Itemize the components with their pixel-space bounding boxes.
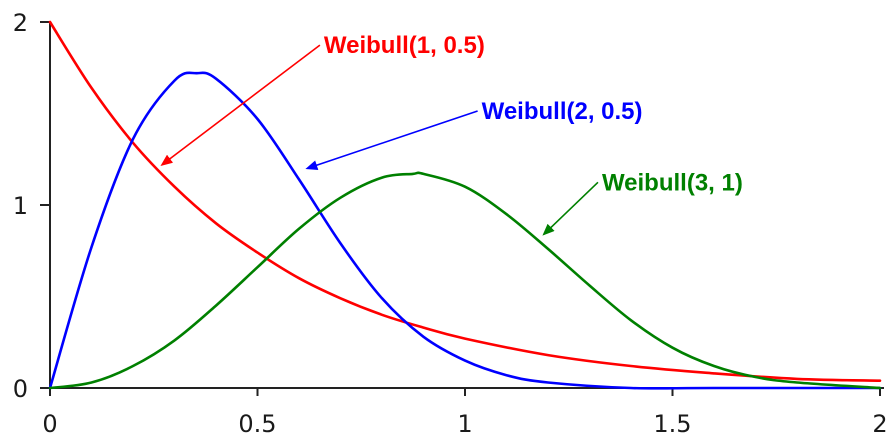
series-line-weibull-2-0.5	[48, 71, 882, 390]
series-line-weibull-1-0.5	[48, 20, 882, 382]
annotation-weibull-2-0.5-arrow	[305, 110, 478, 170]
x-tick-label: 1.5	[653, 410, 691, 438]
x-tick-label: 0.5	[238, 410, 276, 438]
x-tick-label: 0	[42, 410, 57, 438]
annotation-weibull-1-0.5-arrow	[160, 44, 321, 166]
x-tick-label: 2	[872, 410, 887, 438]
annotation-weibull-2-0.5-label: Weibull(2, 0.5)	[482, 98, 643, 125]
series-line-weibull-3-1	[48, 171, 882, 390]
axes: 0 0.5 1 1.5 2 0 1 2	[13, 9, 888, 438]
annotation-weibull-3-1-arrow	[542, 181, 599, 236]
annotation-weibull-3-1-label: Weibull(3, 1)	[602, 169, 743, 196]
series-group	[48, 20, 882, 390]
y-tick-label: 1	[13, 192, 28, 220]
annotation-weibull-1-0.5-label: Weibull(1, 0.5)	[324, 32, 485, 59]
y-tick-label: 0	[13, 375, 28, 403]
y-tick-label: 2	[13, 9, 28, 37]
x-tick-label: 1	[457, 410, 472, 438]
annotations: Weibull(1, 0.5) Weibull(2, 0.5) Weibull(3,…	[160, 32, 743, 236]
